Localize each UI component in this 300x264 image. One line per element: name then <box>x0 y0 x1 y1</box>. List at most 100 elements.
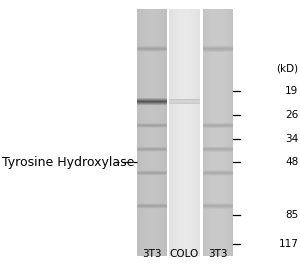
Bar <box>154 9 155 256</box>
Bar <box>150 9 151 256</box>
Bar <box>164 9 165 256</box>
Text: Tyrosine Hydroxylase: Tyrosine Hydroxylase <box>2 156 134 169</box>
Bar <box>223 9 224 256</box>
Bar <box>232 9 233 256</box>
Bar <box>222 9 223 256</box>
Bar <box>182 9 183 256</box>
Bar <box>229 9 230 256</box>
Bar <box>143 9 144 256</box>
Bar <box>160 9 161 256</box>
Bar <box>158 9 159 256</box>
Bar <box>169 9 170 256</box>
Bar <box>209 9 210 256</box>
Bar <box>146 9 147 256</box>
Bar <box>213 9 214 256</box>
Bar <box>166 9 167 256</box>
Bar <box>179 9 180 256</box>
Bar <box>227 9 228 256</box>
Bar <box>226 9 227 256</box>
Bar <box>172 9 173 256</box>
Text: 26: 26 <box>285 110 298 120</box>
Bar <box>211 9 212 256</box>
Bar <box>175 9 176 256</box>
Text: 3T3: 3T3 <box>208 249 227 259</box>
Bar <box>144 9 145 256</box>
Bar <box>185 9 186 256</box>
Bar <box>145 9 146 256</box>
Bar <box>228 9 229 256</box>
Bar <box>184 9 185 256</box>
Bar <box>157 9 158 256</box>
Bar <box>225 9 226 256</box>
Bar <box>165 9 166 256</box>
Bar <box>217 9 218 256</box>
Bar <box>215 9 216 256</box>
Bar <box>206 9 207 256</box>
Bar <box>180 9 181 256</box>
Bar <box>189 9 190 256</box>
Bar <box>162 9 163 256</box>
Bar <box>221 9 222 256</box>
Text: 117: 117 <box>279 239 298 249</box>
Bar <box>198 9 199 256</box>
Bar <box>154 9 155 256</box>
Text: 85: 85 <box>285 210 298 220</box>
Bar <box>171 9 172 256</box>
Bar <box>208 9 209 256</box>
Text: 48: 48 <box>285 157 298 167</box>
Bar <box>205 9 206 256</box>
Bar <box>224 9 225 256</box>
Text: 34: 34 <box>285 134 298 144</box>
Bar <box>137 9 138 256</box>
Bar <box>197 9 198 256</box>
Bar <box>214 9 215 256</box>
Bar <box>204 9 205 256</box>
Bar <box>147 9 148 256</box>
Bar <box>141 9 142 256</box>
Bar <box>193 9 194 256</box>
Bar <box>199 9 200 256</box>
Bar <box>161 9 162 256</box>
Bar <box>153 9 154 256</box>
Bar <box>139 9 140 256</box>
Bar <box>230 9 231 256</box>
Bar <box>210 9 211 256</box>
Text: (kD): (kD) <box>276 64 298 74</box>
Bar <box>219 9 220 256</box>
Bar <box>155 9 156 256</box>
Bar <box>212 9 213 256</box>
Bar <box>188 9 189 256</box>
Bar <box>152 9 153 256</box>
Bar <box>140 9 141 256</box>
Bar <box>186 9 187 256</box>
Bar <box>190 9 191 256</box>
Bar <box>187 9 188 256</box>
Bar <box>156 9 157 256</box>
Bar <box>148 9 149 256</box>
Text: 3T3: 3T3 <box>142 249 161 259</box>
Text: 19: 19 <box>285 86 298 96</box>
Bar <box>196 9 197 256</box>
Bar <box>231 9 232 256</box>
Bar <box>170 9 171 256</box>
Bar <box>203 9 204 256</box>
Bar <box>220 9 221 256</box>
Bar <box>173 9 174 256</box>
Bar <box>142 9 143 256</box>
Bar <box>218 9 219 256</box>
Bar <box>194 9 195 256</box>
Bar <box>191 9 192 256</box>
Bar <box>216 9 217 256</box>
Bar <box>151 9 152 256</box>
Bar <box>207 9 208 256</box>
Text: COLO: COLO <box>170 249 199 259</box>
Bar <box>163 9 164 256</box>
Bar <box>195 9 196 256</box>
Bar <box>178 9 179 256</box>
Bar <box>202 9 203 256</box>
Bar <box>183 9 184 256</box>
Bar <box>149 9 150 256</box>
Bar <box>160 9 161 256</box>
Bar <box>174 9 175 256</box>
Bar <box>138 9 139 256</box>
